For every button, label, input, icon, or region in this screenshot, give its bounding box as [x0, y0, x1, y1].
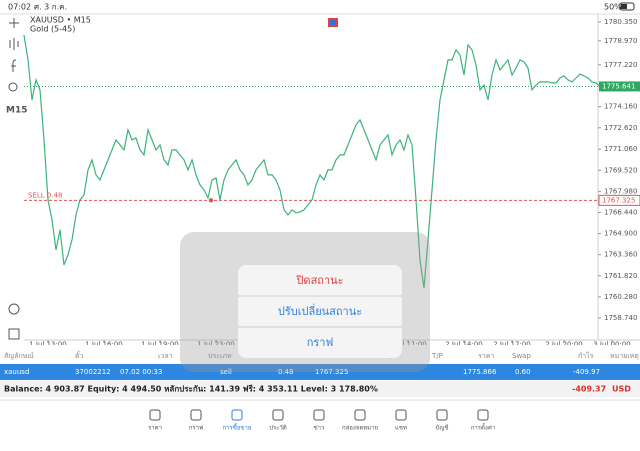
x-tick-label: 2 Jul 17:00: [493, 341, 531, 349]
nav-label[interactable]: การตั้งค่า: [471, 422, 495, 432]
column-header: หมายเหตุ: [610, 352, 639, 360]
y-tick-label: 1766.440: [604, 208, 637, 216]
battery-level: [621, 4, 627, 9]
x-tick-label: 1 Jul 13:00: [29, 341, 67, 349]
x-tick-label: 1 Jul 16:00: [85, 341, 123, 349]
y-tick-label: 1764.900: [604, 230, 637, 238]
y-tick-label: 1774.160: [604, 103, 637, 111]
y-tick-label: 1778.970: [604, 37, 637, 45]
column-header: ประเภท: [208, 352, 232, 360]
nav-label[interactable]: กราฟ: [189, 425, 203, 432]
left-toolbar[interactable]: [8, 18, 20, 340]
chart-subtitle: Gold (5-45): [30, 25, 75, 34]
zoom-icon[interactable]: [8, 303, 20, 315]
x-tick-label: 2 Jul 14:00: [445, 341, 483, 349]
nav-bar: ราคา กราฟ การซื้อขาย ประวัติ ข่าว กล่องจดหมาย…: [148, 409, 495, 432]
balance: Balance: 4 903.87 Equity: 4 494.50 หลักป…: [4, 384, 378, 394]
status-battery: 50%: [604, 3, 622, 12]
indicators-icon[interactable]: [9, 38, 19, 50]
row-cell[interactable]: 07.02 00:33: [120, 368, 162, 376]
nav-label[interactable]: แชท: [395, 425, 407, 432]
y-tick-label: 1777.220: [604, 61, 637, 69]
order-label: SELL 0.48: [28, 191, 62, 199]
current-price-label: 1775.641: [602, 82, 635, 90]
x-tick-label: 2 Jul 20:00: [545, 341, 583, 349]
nav-label[interactable]: ประวัติ: [269, 425, 287, 432]
nav-icon[interactable]: [149, 409, 161, 421]
nav-icon[interactable]: [190, 409, 202, 421]
app-badge-inner: [330, 20, 336, 25]
column-header: กำไร: [578, 351, 594, 360]
nav-icon[interactable]: [354, 409, 366, 421]
row-cell[interactable]: 0.60: [515, 368, 531, 376]
crosshair-icon[interactable]: [9, 18, 19, 28]
x-tick-label: 2 Jul 11:00: [389, 341, 427, 349]
y-tick-label: 1761.820: [604, 272, 637, 280]
nav-icon[interactable]: [272, 409, 284, 421]
row-cell[interactable]: 1775.866: [463, 368, 497, 376]
row-cell[interactable]: 37002212: [75, 368, 111, 376]
x-tick-label: 1 Jul 19:00: [141, 341, 179, 349]
order-entry-dot: [208, 198, 214, 203]
column-header: สัญลักษณ์: [4, 352, 34, 360]
row-cell[interactable]: -409.97: [573, 368, 600, 376]
status-date: ศ. 3 ก.ค.: [34, 3, 67, 12]
column-header: ราคา: [478, 352, 494, 360]
nav-label[interactable]: ราคา: [148, 425, 162, 432]
y-tick-label: 1771.060: [604, 145, 637, 153]
plot: 1780.350 1778.970 1777.220 1774.160 1772.620…: [23, 18, 640, 349]
nav-label[interactable]: กล่องจดหมาย: [342, 425, 378, 432]
y-tick-label: 1780.350: [604, 18, 637, 26]
function-icon[interactable]: [11, 59, 17, 72]
nav-icon[interactable]: [395, 409, 407, 421]
timeframe[interactable]: M15: [6, 106, 27, 116]
y-tick-label: 1772.620: [604, 124, 637, 132]
nav-label[interactable]: บัญชี: [436, 424, 449, 432]
popup-close[interactable]: ปิดสถานะ: [295, 274, 343, 287]
popup-chart[interactable]: กราฟ: [307, 336, 334, 349]
y-tick-label: 1769.520: [604, 166, 637, 174]
order-price-label: 1767.325: [602, 196, 635, 204]
battery-icon: [619, 2, 635, 11]
chart-title: XAUUSD • M15: [30, 16, 91, 25]
y-tick-label: 1763.360: [604, 251, 637, 259]
column-header: เวลา: [158, 352, 173, 360]
row-cell[interactable]: 1767.325: [315, 368, 348, 376]
x-tick-label: 1 Jul 23:00: [197, 341, 235, 349]
row-cell[interactable]: 0.48: [278, 368, 294, 376]
column-header: T/P: [431, 352, 443, 360]
status-time: 07:02: [8, 3, 31, 12]
y-tick-label: 1767.980: [604, 187, 637, 195]
balance-row: [0, 381, 640, 397]
export-icon[interactable]: [8, 328, 20, 340]
current-price-box: [599, 81, 640, 92]
nav-icon[interactable]: [477, 409, 489, 421]
nav-icon[interactable]: [436, 409, 448, 421]
y-tick-label: 1760.280: [604, 293, 637, 301]
row-cell[interactable]: xauusd: [4, 368, 29, 376]
column-header: ตั๋ว: [75, 351, 84, 360]
currency: USD: [612, 385, 631, 394]
popup: [238, 265, 402, 358]
y-tick-label: 1758.740: [604, 314, 637, 322]
nav-label[interactable]: ข่าว: [314, 425, 325, 432]
column-header: Swap: [512, 352, 531, 360]
objects-icon[interactable]: [8, 82, 18, 92]
nav-icon[interactable]: [313, 409, 325, 421]
x-tick-label: 3 Jul 00:00: [593, 341, 631, 349]
nav-label[interactable]: การซื้อขาย: [223, 422, 252, 432]
selected-row[interactable]: [0, 364, 640, 380]
popup-modify[interactable]: ปรับเปลี่ยนสถานะ: [278, 303, 362, 318]
total-profit: -409.37: [572, 385, 606, 394]
nav-icon[interactable]: [231, 409, 243, 421]
row-cell[interactable]: sell: [220, 368, 232, 376]
order-price-box: [598, 194, 640, 206]
